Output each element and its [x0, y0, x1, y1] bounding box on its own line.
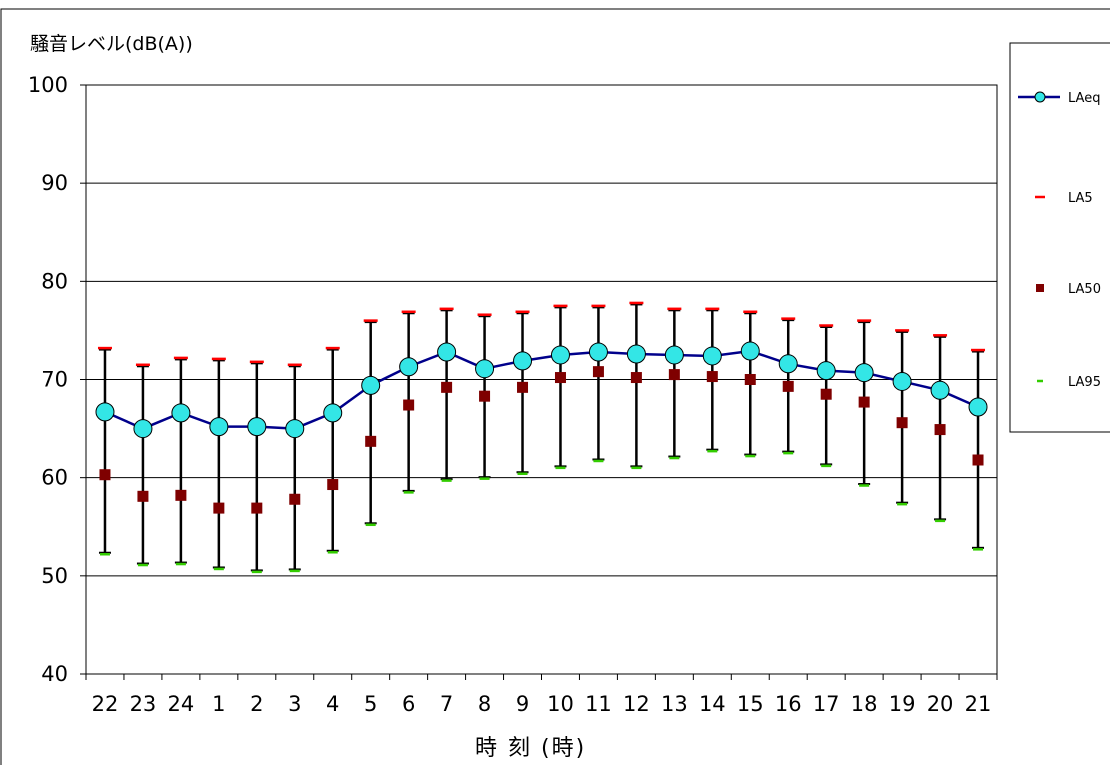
- x-tick-label: 7: [440, 692, 453, 716]
- la50-marker: [934, 424, 946, 436]
- laeq-point: [816, 361, 836, 381]
- x-tick-label: 1: [212, 692, 225, 716]
- la50-marker: [630, 372, 642, 384]
- la50-marker: [479, 390, 491, 402]
- la50-marker: [327, 479, 339, 491]
- la50-marker: [289, 493, 301, 505]
- x-tick-label: 5: [364, 692, 377, 716]
- legend-label: LA50: [1068, 282, 1101, 297]
- laeq-point: [968, 397, 988, 417]
- legend-label: LA5: [1068, 191, 1093, 206]
- y-tick-label: 60: [41, 466, 68, 490]
- x-tick-label: 13: [661, 692, 688, 716]
- laeq-point: [95, 402, 115, 422]
- x-axis-label: 時 刻 (時): [475, 736, 586, 761]
- laeq-point: [361, 375, 381, 395]
- laeq-point: [740, 341, 760, 361]
- la50-marker: [706, 371, 718, 383]
- laeq-point: [209, 417, 229, 437]
- legend-la50-marker: [1036, 284, 1044, 292]
- la50-marker: [365, 435, 377, 447]
- x-tick-label: 12: [623, 692, 650, 716]
- y-tick-label: 90: [41, 171, 68, 195]
- x-tick-label: 15: [737, 692, 764, 716]
- laeq-point: [664, 345, 684, 365]
- y-tick-label: 70: [41, 368, 68, 392]
- la50-marker: [820, 388, 832, 400]
- la50-marker: [175, 489, 187, 501]
- x-tick-label: 23: [130, 692, 157, 716]
- la50-marker: [554, 372, 566, 384]
- x-tick-label: 10: [547, 692, 574, 716]
- la50-marker: [99, 469, 111, 481]
- laeq-point: [702, 346, 722, 366]
- laeq-point: [588, 342, 608, 362]
- y-tick-label: 40: [41, 662, 68, 686]
- x-tick-label: 17: [813, 692, 840, 716]
- la50-marker: [403, 399, 415, 411]
- gridlines: [86, 182, 997, 577]
- legend-label: LA95: [1068, 375, 1101, 390]
- x-tick-label: 22: [92, 692, 119, 716]
- la95-series: [99, 449, 984, 574]
- x-tick-label: 2: [250, 692, 263, 716]
- laeq-series: [95, 341, 988, 439]
- x-tick-label: 4: [326, 692, 339, 716]
- laeq-point: [475, 359, 495, 379]
- x-axis: 22 23 24 1 2 3 4 5 6 7 8 9 10 11 12 13 14 15 16 17 18 19 20 21: [85, 674, 998, 716]
- y-tick-label: 100: [28, 73, 68, 97]
- y-tick-label: 80: [41, 269, 68, 293]
- la50-marker: [744, 374, 756, 385]
- laeq-point: [323, 403, 343, 423]
- la50-marker: [668, 369, 680, 381]
- laeq-point: [247, 417, 267, 437]
- y-tick-label: 50: [41, 564, 68, 588]
- la50-marker: [592, 366, 604, 378]
- laeq-point: [133, 419, 153, 439]
- x-tick-label: 20: [927, 692, 954, 716]
- laeq-point: [513, 351, 533, 371]
- laeq-point: [171, 403, 191, 423]
- x-tick-label: 14: [699, 692, 726, 716]
- legend-box: [1009, 42, 1110, 433]
- la50-marker: [782, 380, 794, 392]
- la50-marker: [858, 396, 870, 408]
- x-tick-label: 18: [851, 692, 878, 716]
- laeq-point: [854, 363, 874, 383]
- laeq-point: [285, 419, 305, 439]
- y-axis: 40 50 60 70 80 90 100: [28, 73, 86, 686]
- legend-label: LAeq: [1068, 91, 1100, 106]
- laeq-point: [892, 371, 912, 391]
- la50-marker: [251, 502, 263, 514]
- la50-marker: [441, 381, 453, 393]
- x-tick-label: 6: [402, 692, 415, 716]
- x-tick-label: 24: [168, 692, 195, 716]
- la50-marker: [137, 490, 149, 502]
- legend-laeq-marker: [1034, 91, 1046, 103]
- x-tick-label: 8: [478, 692, 491, 716]
- la50-marker: [896, 417, 908, 429]
- laeq-point: [550, 345, 570, 365]
- x-tick-label: 21: [965, 692, 992, 716]
- laeq-point: [626, 344, 646, 364]
- la50-marker: [213, 502, 225, 514]
- x-tick-label: 9: [516, 692, 529, 716]
- la50-marker: [517, 381, 529, 393]
- x-tick-label: 3: [288, 692, 301, 716]
- laeq-point: [437, 342, 457, 362]
- legend: LAeq LA5 LA50 LA95: [1009, 42, 1110, 433]
- la5-series: [97, 301, 986, 367]
- x-tick-label: 11: [585, 692, 612, 716]
- plot-border: [85, 84, 998, 675]
- la50-marker: [972, 454, 984, 466]
- x-tick-label: 16: [775, 692, 802, 716]
- laeq-point: [399, 357, 419, 377]
- laeq-point: [930, 380, 950, 400]
- la50-series: [99, 366, 984, 514]
- x-tick-label: 19: [889, 692, 916, 716]
- laeq-point: [778, 354, 798, 374]
- chart-title: 騒音レベル(dB(A)): [30, 33, 193, 55]
